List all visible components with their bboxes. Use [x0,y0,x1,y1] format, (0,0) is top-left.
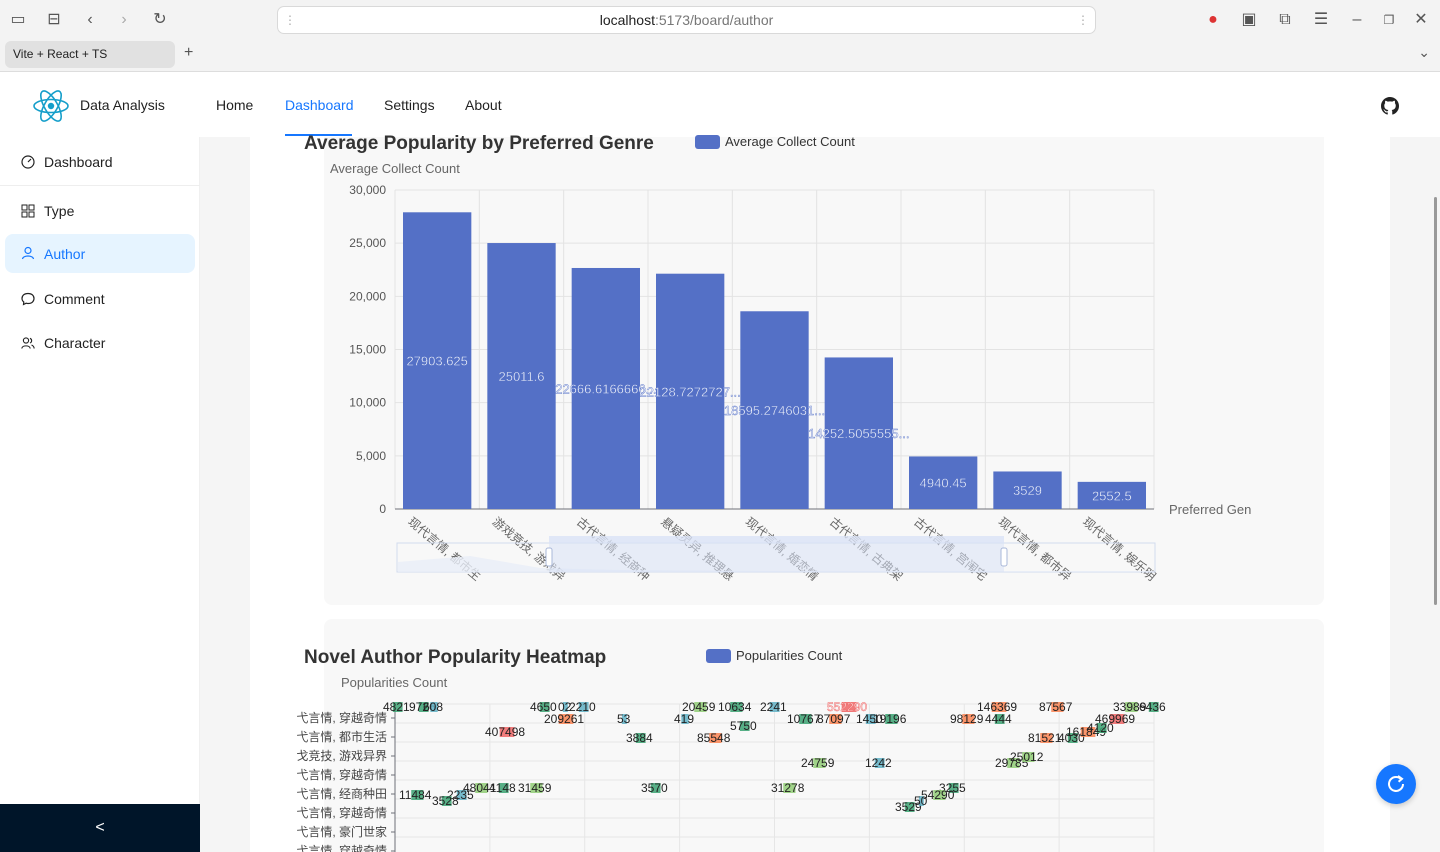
tab-list-chevron-down-icon[interactable]: ⌄ [1418,44,1430,60]
react-logo-icon [33,90,69,122]
address-menu-icon[interactable]: ⋮ [284,13,296,27]
sidebar-item-character[interactable]: Character [5,324,195,362]
app-header: Data Analysis Home Dashboard Settings Ab… [0,73,1440,137]
extension-2-icon[interactable]: ▣ [1241,11,1257,28]
user-icon [21,246,35,260]
address-bar[interactable]: ⋮ localhost:5173/board/author ⋮ [277,6,1096,34]
new-tab-button[interactable]: + [184,44,194,61]
sidebar-item-type[interactable]: Type [5,192,195,230]
nav-about[interactable]: About [465,97,502,113]
nav-dashboard[interactable]: Dashboard [285,97,354,113]
sidebar-collapse-button[interactable]: < [0,804,200,852]
extension-icon[interactable]: ● [1208,11,1218,28]
sidebar-item-label: Comment [44,291,105,307]
sidebar: Dashboard Type Author Comment Character [0,137,200,852]
sidebar-item-author[interactable]: Author [5,234,195,273]
brand-name: Data Analysis [80,97,165,113]
browser-tab[interactable]: Vite + React + TS [5,41,175,68]
heatmap-card [324,619,1324,852]
content-panel [250,137,1390,852]
minimize-icon[interactable]: – [1352,11,1362,28]
sidebar-item-comment[interactable]: Comment [5,280,195,318]
reload-icon[interactable]: ↻ [153,11,167,28]
nav-settings[interactable]: Settings [384,97,435,113]
refresh-icon [1388,775,1404,792]
tab-strip: Vite + React + TS + ⌄ [0,40,1440,72]
users-icon [21,337,35,349]
url-host: localhost [599,12,655,28]
bar-chart-card [324,137,1324,605]
sidebar-divider [0,185,200,186]
github-icon[interactable] [1381,97,1399,115]
sidebar-item-label: Dashboard [44,154,113,170]
main-content [200,137,1440,852]
back-icon[interactable]: ‹ [87,11,93,28]
sidebar-toggle-icon[interactable]: ▭ [10,11,26,28]
sidebar-item-label: Character [44,335,106,351]
url-path: :5173/board/author [654,12,774,28]
nav-active-indicator [285,134,352,136]
menu-icon[interactable]: ☰ [1313,11,1329,28]
sidebar-item-label: Author [44,246,86,262]
nav-home[interactable]: Home [216,97,254,113]
grid-icon [21,204,35,218]
comment-icon [21,292,35,306]
dashboard-icon [21,155,35,169]
tab-manager-icon[interactable]: ⊟ [47,11,61,28]
refresh-button[interactable] [1376,764,1416,804]
page-scrollbar[interactable] [1434,197,1437,605]
maximize-icon[interactable]: ❐ [1383,13,1395,27]
sidebar-item-dashboard[interactable]: Dashboard [5,143,195,181]
extensions-icon[interactable]: ⧉ [1279,11,1291,28]
address-more-icon[interactable]: ⋮ [1077,13,1089,27]
forward-icon[interactable]: › [121,11,127,28]
close-icon[interactable]: ✕ [1414,11,1428,28]
sidebar-item-label: Type [44,203,75,219]
browser-toolbar: ▭ ⊟ ‹ › ↻ ⋮ localhost:5173/board/author … [0,0,1440,40]
